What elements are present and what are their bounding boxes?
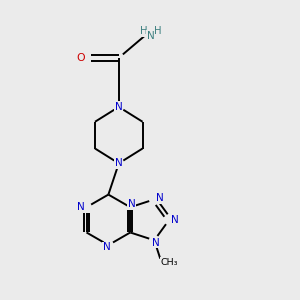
Text: CH₃: CH₃ (160, 258, 178, 267)
Text: H: H (140, 26, 148, 36)
Text: N: N (103, 242, 111, 253)
Text: N: N (156, 193, 164, 203)
Text: H: H (154, 26, 161, 36)
Text: N: N (147, 31, 154, 40)
Text: N: N (77, 202, 85, 212)
Text: N: N (171, 215, 179, 225)
Text: N: N (128, 199, 136, 209)
Text: O: O (76, 53, 85, 63)
Text: N: N (152, 238, 160, 248)
Text: N: N (115, 102, 123, 112)
Text: N: N (115, 158, 123, 168)
